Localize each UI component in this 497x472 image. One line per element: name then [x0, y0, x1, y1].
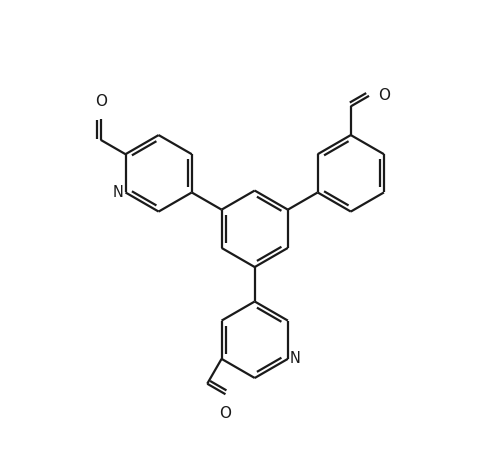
Text: O: O — [220, 406, 232, 421]
Text: N: N — [113, 185, 124, 200]
Text: N: N — [290, 351, 301, 366]
Text: O: O — [379, 88, 391, 103]
Text: O: O — [94, 94, 107, 109]
